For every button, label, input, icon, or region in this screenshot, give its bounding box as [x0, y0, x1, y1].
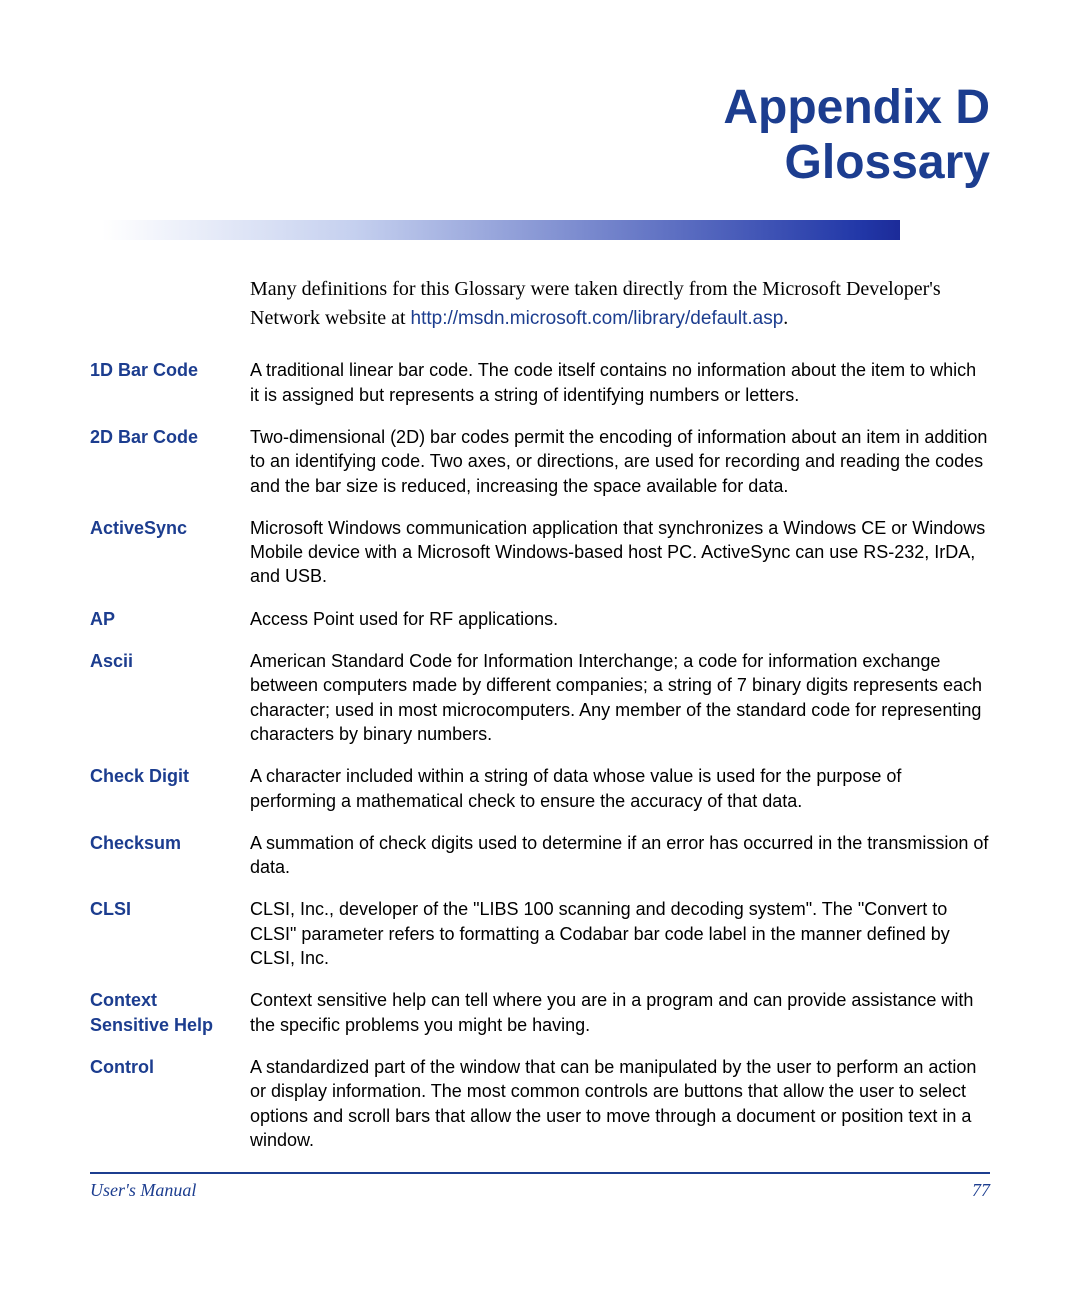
intro-paragraph: Many definitions for this Glossary were …	[250, 275, 990, 333]
title-line-1: Appendix D	[90, 80, 990, 135]
glossary-definition: A traditional linear bar code. The code …	[250, 358, 990, 407]
glossary-entry: AsciiAmerican Standard Code for Informat…	[90, 649, 990, 746]
glossary-term: Check Digit	[90, 764, 250, 813]
glossary-entry: 2D Bar CodeTwo-dimensional (2D) bar code…	[90, 425, 990, 498]
glossary-entry: ChecksumA summation of check digits used…	[90, 831, 990, 880]
glossary-definition: Two-dimensional (2D) bar codes permit th…	[250, 425, 990, 498]
glossary-term: Control	[90, 1055, 250, 1152]
glossary-term: CLSI	[90, 897, 250, 970]
glossary-term: Context Sensitive Help	[90, 988, 250, 1037]
title-line-2: Glossary	[90, 135, 990, 190]
glossary-term: 1D Bar Code	[90, 358, 250, 407]
gradient-bar	[60, 220, 900, 240]
footer: User's Manual 77	[90, 1172, 990, 1201]
footer-left: User's Manual	[90, 1180, 196, 1201]
glossary-entry: Context Sensitive HelpContext sensitive …	[90, 988, 990, 1037]
page: Appendix D Glossary Many definitions for…	[0, 0, 1080, 1311]
footer-page-number: 77	[972, 1180, 990, 1201]
glossary-definition: Microsoft Windows communication applicat…	[250, 516, 990, 589]
glossary-entry: 1D Bar CodeA traditional linear bar code…	[90, 358, 990, 407]
glossary-list: 1D Bar CodeA traditional linear bar code…	[90, 358, 990, 1152]
glossary-entry: ActiveSyncMicrosoft Windows communicatio…	[90, 516, 990, 589]
glossary-definition: A summation of check digits used to dete…	[250, 831, 990, 880]
glossary-definition: Context sensitive help can tell where yo…	[250, 988, 990, 1037]
glossary-term: Checksum	[90, 831, 250, 880]
glossary-entry: Check DigitA character included within a…	[90, 764, 990, 813]
glossary-entry: ControlA standardized part of the window…	[90, 1055, 990, 1152]
glossary-term: 2D Bar Code	[90, 425, 250, 498]
glossary-definition: American Standard Code for Information I…	[250, 649, 990, 746]
intro-link[interactable]: http://msdn.microsoft.com/library/defaul…	[411, 308, 784, 329]
glossary-entry: APAccess Point used for RF applications.	[90, 607, 990, 631]
intro-suffix: .	[783, 307, 788, 329]
glossary-definition: A character included within a string of …	[250, 764, 990, 813]
glossary-term: Ascii	[90, 649, 250, 746]
glossary-term: AP	[90, 607, 250, 631]
glossary-definition: Access Point used for RF applications.	[250, 607, 990, 631]
glossary-term: ActiveSync	[90, 516, 250, 589]
title-block: Appendix D Glossary	[90, 80, 990, 190]
glossary-entry: CLSICLSI, Inc., developer of the "LIBS 1…	[90, 897, 990, 970]
glossary-definition: CLSI, Inc., developer of the "LIBS 100 s…	[250, 897, 990, 970]
glossary-definition: A standardized part of the window that c…	[250, 1055, 990, 1152]
